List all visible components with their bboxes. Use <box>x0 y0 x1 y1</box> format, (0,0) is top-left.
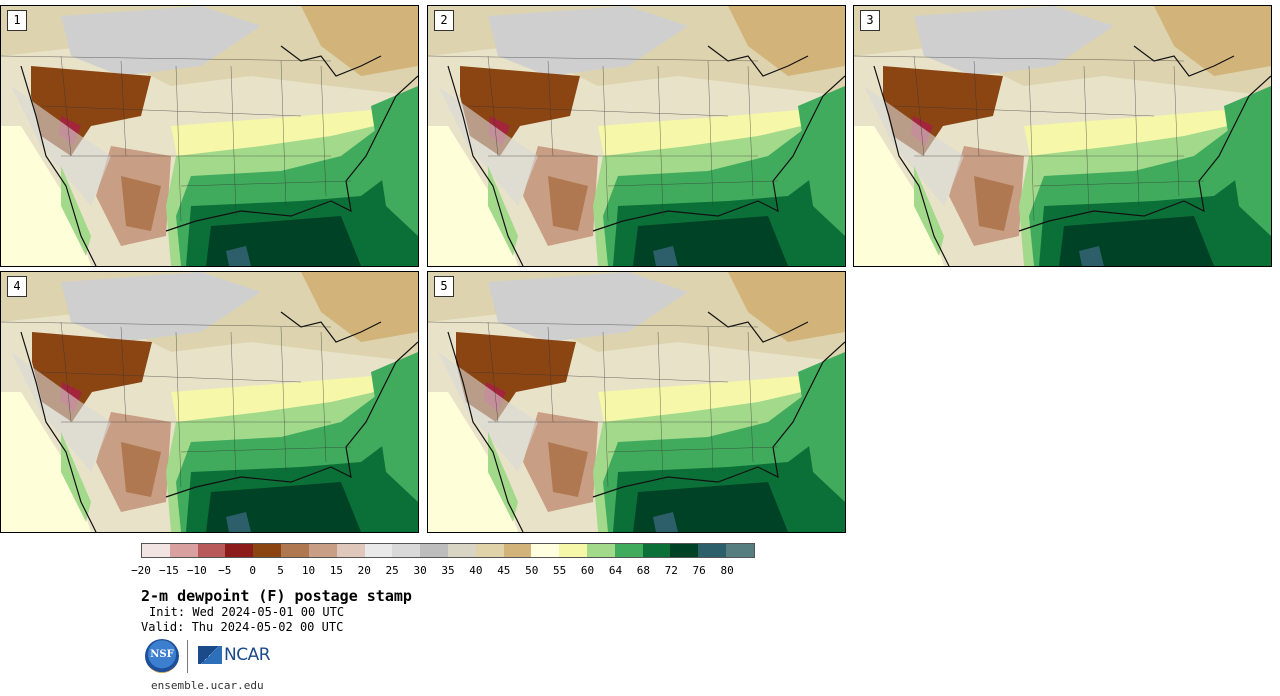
ncar-logo: NCAR <box>198 645 271 665</box>
dewpoint-map-image <box>428 272 845 532</box>
dewpoint-colorbar <box>141 543 755 558</box>
colorbar-swatch <box>308 544 337 557</box>
colorbar-tick-label: 68 <box>636 564 650 577</box>
colorbar-swatch <box>281 544 309 557</box>
dewpoint-map-image <box>428 6 845 266</box>
colorbar-tick-label: 30 <box>413 564 427 577</box>
colorbar-tick-label: −15 <box>158 564 179 577</box>
colorbar-tick-label: 5 <box>277 564 284 577</box>
colorbar-tick-label: 0 <box>249 564 256 577</box>
colorbar-swatch <box>475 544 504 557</box>
colorbar-tick-label: 60 <box>580 564 595 577</box>
ensemble-member-map-1: 1 <box>0 5 419 267</box>
colorbar-tick-label: 25 <box>385 564 399 577</box>
colorbar-tick-labels: −20 −15 −10 −5 0 5 10 15 20 25 30 35 40 45 50 55 60 64 68 7… <box>131 564 771 578</box>
valid-time: Valid: Thu 2024-05-02 00 UTC <box>141 620 344 634</box>
colorbar-tick-label: 80 <box>720 564 734 577</box>
colorbar-tick-label: 64 <box>608 564 623 577</box>
colorbar-tick-label: 72 <box>664 564 678 577</box>
dewpoint-map-image <box>854 6 1271 266</box>
colorbar-swatch <box>253 544 282 557</box>
colorbar-tick-label: 15 <box>329 564 343 577</box>
colorbar-tick-label: −10 <box>186 564 207 577</box>
colorbar-swatch <box>531 544 560 557</box>
colorbar-swatch <box>392 544 421 557</box>
colorbar-tick-label: 20 <box>357 564 371 577</box>
colorbar-tick-label: 35 <box>441 564 455 577</box>
colorbar-swatch <box>142 544 170 557</box>
colorbar-swatch <box>336 544 365 557</box>
colorbar-swatch <box>670 544 699 557</box>
colorbar-swatch <box>698 544 727 557</box>
colorbar-swatch <box>614 544 643 557</box>
colorbar-swatch <box>559 544 587 557</box>
plot-title: 2-m dewpoint (F) postage stamp <box>141 587 412 605</box>
ensemble-member-map-5: 5 <box>427 271 846 533</box>
colorbar-swatch <box>503 544 532 557</box>
colorbar-tick-label: 40 <box>469 564 483 577</box>
colorbar-swatch <box>447 544 476 557</box>
colorbar-tick-label: −5 <box>218 564 232 577</box>
colorbar-swatch <box>420 544 448 557</box>
colorbar-tick-label: 55 <box>553 564 567 577</box>
member-number-label: 1 <box>7 10 27 31</box>
colorbar-tick-label: 76 <box>692 564 706 577</box>
member-number-label: 5 <box>434 276 454 297</box>
ncar-mark-icon <box>198 646 222 664</box>
nsf-logo: NSF <box>145 639 179 673</box>
member-number-label: 2 <box>434 10 454 31</box>
ensemble-member-map-3: 3 <box>853 5 1272 267</box>
init-time: Init: Wed 2024-05-01 00 UTC <box>149 605 345 619</box>
colorbar-tick-label: 10 <box>301 564 316 577</box>
colorbar-swatch <box>225 544 254 557</box>
member-number-label: 3 <box>860 10 880 31</box>
colorbar-tick-label: 45 <box>497 564 511 577</box>
website-url: ensemble.ucar.edu <box>151 679 264 692</box>
colorbar-swatch <box>364 544 393 557</box>
logo-divider <box>187 640 188 673</box>
dewpoint-map-image <box>1 6 418 266</box>
ensemble-member-map-4: 4 <box>0 271 419 533</box>
colorbar-tick-label: 50 <box>525 564 539 577</box>
colorbar-swatch <box>197 544 226 557</box>
colorbar-swatch <box>726 544 754 557</box>
colorbar-tick-label: −20 <box>131 564 151 577</box>
colorbar-swatch <box>587 544 615 557</box>
colorbar-swatch <box>642 544 671 557</box>
ensemble-member-map-2: 2 <box>427 5 846 267</box>
dewpoint-map-image <box>1 272 418 532</box>
member-number-label: 4 <box>7 276 27 297</box>
colorbar-swatch <box>169 544 198 557</box>
